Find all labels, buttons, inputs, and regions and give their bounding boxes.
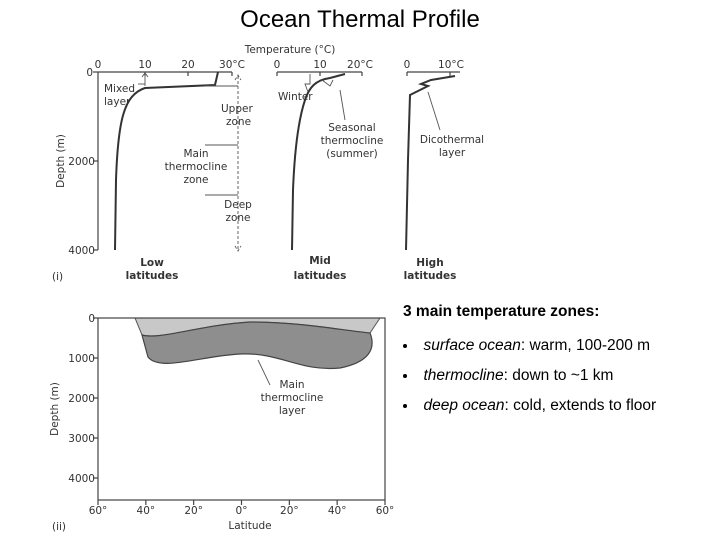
bullet-text: : warm, 100-200 m (520, 337, 651, 354)
x-tick-label: 40° (137, 505, 156, 517)
y-tick-label: 2000 (68, 156, 95, 168)
annotation: Main (183, 148, 208, 160)
bullet-term: thermocline (423, 367, 504, 384)
x-tick-label: 20° (280, 505, 299, 517)
bullet-term: deep ocean (423, 397, 505, 414)
panel-label: (ii) (52, 521, 66, 533)
bullet-list: surface ocean: warm, 100-200 m thermoclin… (403, 337, 718, 415)
annotation: layer (439, 147, 466, 159)
x-tick-label: 0 (95, 59, 102, 71)
x-tick-label: 60° (376, 505, 395, 517)
x-tick-label: 10 (138, 59, 151, 71)
annotation: layer (279, 405, 306, 417)
y-tick-label: 4000 (68, 473, 95, 485)
annotation: zone (226, 116, 251, 128)
x-tick-label: 10 (313, 59, 326, 71)
annotation: (summer) (326, 148, 378, 160)
y-axis-title: Depth (m) (55, 134, 67, 188)
shape (339, 89, 346, 121)
x-tick-label: 20°C (347, 59, 373, 71)
shape (405, 75, 456, 251)
shape (291, 73, 346, 251)
shape (141, 321, 373, 370)
panel-label: Low (140, 257, 164, 269)
annotation: Mixed (104, 83, 135, 95)
bullet-text: : cold, extends to floor (504, 397, 657, 414)
panel-label: (i) (52, 271, 63, 283)
x-tick-label: 60° (89, 505, 108, 517)
annotation: Upper (221, 103, 253, 115)
annotation: Winter (278, 91, 313, 103)
bullet: surface ocean: warm, 100-200 m (403, 337, 718, 355)
shape (427, 91, 441, 131)
annotation: Deep (224, 199, 252, 211)
x-tick-label: 20° (184, 505, 203, 517)
annotation: thermocline (165, 161, 228, 173)
annotation: zone (225, 212, 250, 224)
panel-label: High (416, 257, 443, 269)
summary-heading: 3 main temperature zones: (403, 303, 600, 320)
axes: 0 1000 2000 3000 4000 60° 40° 20° 0° 20° 40° 60° (68, 313, 394, 517)
slide-title: Ocean Thermal Profile (240, 6, 480, 33)
y-tick-label: 2000 (68, 393, 95, 405)
bullet-text: : down to ~1 km (503, 367, 614, 384)
bullet-term: surface ocean (423, 337, 521, 354)
x-tick-label: 40° (328, 505, 347, 517)
bullet: thermocline: down to ~1 km (403, 367, 718, 385)
bullet: deep ocean: cold, extends to floor (403, 397, 718, 415)
panel-label: latitudes (294, 270, 347, 282)
y-tick-label: 0 (88, 313, 95, 325)
x-tick-label: 0° (236, 505, 248, 517)
y-tick-label: 3000 (68, 433, 95, 445)
x-tick-label: 20 (181, 59, 194, 71)
annotation: Dicothermal (420, 134, 484, 146)
x-tick-label: 0 (404, 59, 411, 71)
y-tick-label: 1000 (68, 353, 95, 365)
annotation: thermocline (261, 392, 324, 404)
annotation: Seasonal (328, 122, 375, 134)
shape (304, 74, 334, 93)
annotation: layer (104, 96, 131, 108)
x-axis-title: Temperature (°C) (244, 44, 336, 56)
shape (257, 359, 271, 386)
panel-label: latitudes (126, 270, 179, 282)
shape (205, 85, 238, 196)
panel-label: latitudes (404, 270, 457, 282)
annotation: zone (183, 174, 208, 186)
annotation: Main (279, 379, 304, 391)
x-axis-title: Latitude (228, 520, 271, 532)
shape (234, 74, 242, 252)
shape (141, 72, 149, 86)
shape (114, 71, 219, 251)
panel-label: Mid (309, 255, 331, 267)
x-tick-label: 10°C (438, 59, 464, 71)
x-tick-label: 0 (274, 59, 281, 71)
summary: 3 main temperature zones: surface ocean:… (403, 303, 718, 427)
y-tick-label: 0 (86, 67, 93, 79)
annotation: thermocline (321, 135, 384, 147)
y-axis-title: Depth (m) (49, 382, 61, 436)
y-tick-label: 4000 (68, 245, 95, 257)
x-tick-label: 30°C (219, 59, 245, 71)
